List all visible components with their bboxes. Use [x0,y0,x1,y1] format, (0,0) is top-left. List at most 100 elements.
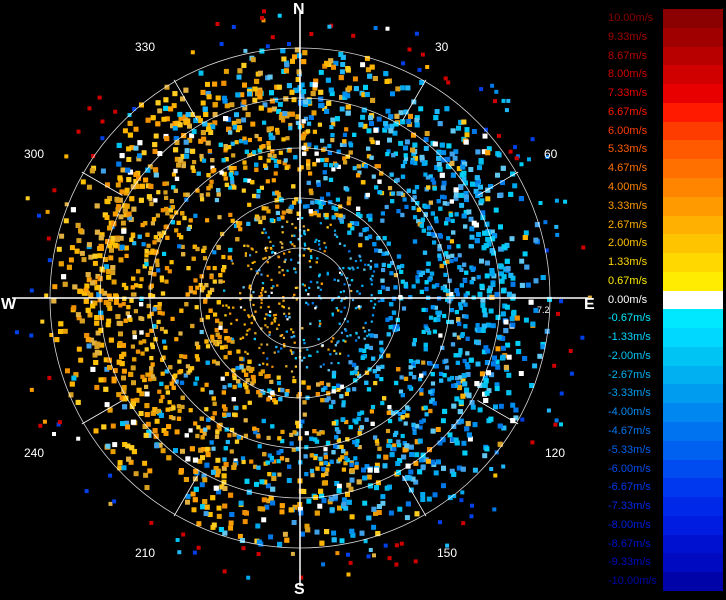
echo-cell [309,81,315,87]
echo-cell [401,306,407,311]
echo-cell [231,262,234,265]
bearing-spoke [173,79,198,121]
echo-cell [222,385,227,390]
echo-cell [138,197,144,203]
echo-cell [398,110,404,116]
echo-cell [270,291,273,294]
echo-cell [140,374,145,379]
echo-cell [341,449,346,454]
echo-cell [400,415,405,420]
echo-cell [230,337,233,340]
echo-cell [306,385,311,390]
radar-plot [12,9,592,586]
echo-cell [157,442,163,448]
echo-cell [155,100,161,106]
echo-cell [126,146,132,152]
echo-cell [297,217,300,220]
echo-cell [264,324,267,327]
legend-entry: -5.33m/s [606,440,723,461]
echo-cell [85,307,91,313]
echo-cell [354,461,359,466]
echo-cell [261,418,266,424]
echo-cell [318,103,324,109]
echo-cell [216,505,222,511]
echo-cell [223,407,228,412]
legend-label: 10.00m/s [608,12,654,24]
echo-cell [270,424,275,429]
echo-cell [241,117,247,123]
echo-cell [109,240,115,246]
echo-cell [73,372,79,378]
echo-cell [458,350,463,355]
echo-cell [423,405,428,410]
echo-cell [91,165,97,171]
echo-cell [509,236,515,242]
echo-cell [37,213,41,218]
echo-cell [308,260,311,263]
echo-cell [359,305,362,308]
echo-cell [327,24,332,29]
echo-cell [108,473,113,478]
echo-cell [266,357,269,360]
echo-cell [475,182,480,188]
echo-cell [381,262,386,267]
echo-cell [581,245,586,250]
echo-cell [245,378,250,383]
echo-cell [210,287,215,292]
echo-cell [108,337,114,343]
echo-cell [466,392,472,398]
echo-cell [338,213,343,218]
echo-cell [404,515,410,521]
echo-cell [380,278,385,283]
echo-cell [251,261,254,264]
echo-cell [159,278,165,283]
echo-cell [171,103,177,109]
echo-cell [120,220,126,226]
echo-cell [435,427,441,432]
echo-cell [257,148,262,153]
legend-swatch [663,177,723,198]
echo-cell [423,172,428,177]
echo-cell [322,363,325,366]
echo-cell [489,467,494,471]
echo-cell [193,118,199,124]
echo-cell [317,200,322,205]
echo-cell [190,323,195,329]
echo-cell [183,192,188,197]
echo-cell [397,458,403,463]
echo-cell [112,368,118,374]
echo-cell [99,342,105,348]
echo-cell [212,359,217,364]
echo-cell [372,270,376,273]
echo-cell [188,218,193,223]
echo-cell [373,127,379,133]
echo-cell [203,299,208,304]
echo-cell [437,166,443,172]
echo-cell [210,334,215,339]
echo-cell [420,497,426,502]
echo-cell [523,317,529,323]
echo-cell [331,64,336,70]
echo-cell [160,208,165,213]
echo-cell [488,184,494,189]
echo-cell [294,226,297,229]
echo-cell [264,504,270,510]
echo-cell [279,241,282,244]
echo-cell [370,139,375,145]
echo-cell [189,133,195,139]
echo-cell [348,284,351,287]
echo-cell [357,305,361,308]
echo-cell [111,221,117,227]
echo-cell [179,380,185,385]
echo-cell [344,419,349,425]
echo-cell [189,446,195,452]
echo-cell [292,504,298,510]
echo-cell [500,165,506,171]
echo-cell [501,425,507,431]
echo-cell [515,340,521,346]
echo-cell [295,420,300,425]
echo-cell [121,228,127,234]
echo-cell [394,543,399,548]
echo-cell [241,336,245,339]
bearing-210: 210 [135,546,156,560]
